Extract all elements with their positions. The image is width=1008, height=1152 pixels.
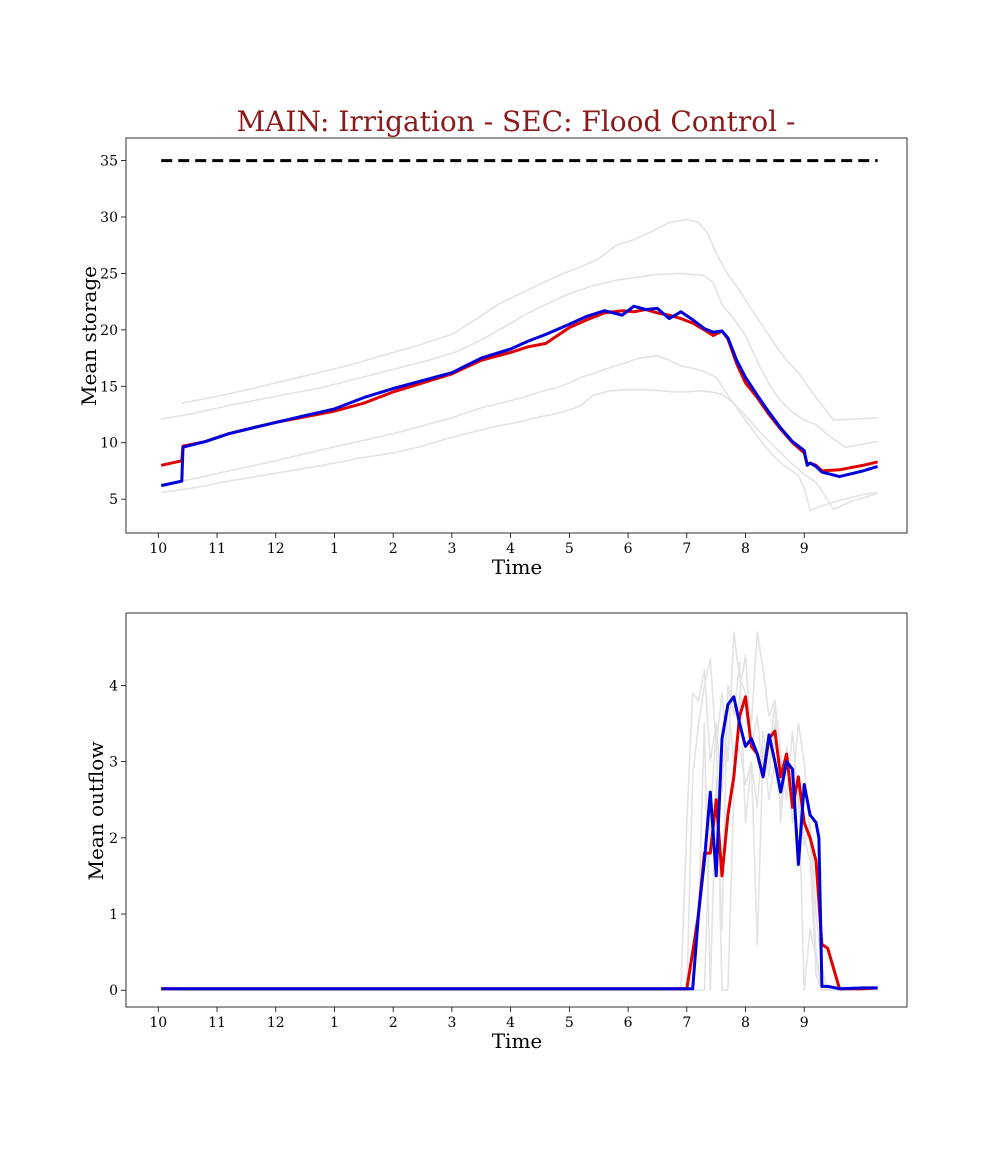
y-tick-label: 15 [100,379,118,395]
x-tick-label: 7 [682,1015,691,1031]
x-tick-label: 1 [330,1015,339,1031]
background-run-line [161,669,878,992]
x-tick-label: 4 [506,541,515,557]
x-tick-label: 2 [389,1015,398,1031]
background-run-line [161,272,878,449]
storage-panel: Mean storage Time 10 11 12 1 2 3 4 5 6 7 8 95101520… [77,137,908,579]
series-line-blue [160,304,879,488]
y-tick-label: 0 [109,983,118,999]
background-run-line [161,631,878,992]
x-tick-label: 6 [624,541,633,557]
x-tick-label: 11 [208,541,226,557]
background-run-line [181,218,878,421]
outflow-y-axis-label: Mean outflow [84,742,108,881]
plot-frame [125,137,908,534]
chart-title: MAIN: Irrigation - SEC: Flood Control - [237,105,796,138]
x-tick-label: 4 [506,1015,515,1031]
x-tick-label: 12 [267,1015,285,1031]
x-tick-label: 5 [565,541,574,557]
x-tick-label: 7 [682,541,691,557]
y-tick-label: 30 [100,210,118,226]
x-tick-label: 10 [149,1015,167,1031]
plot-frame [125,612,908,1008]
background-run-line [161,388,878,511]
x-tick-label: 8 [741,541,750,557]
y-tick-label: 20 [100,323,118,339]
y-tick-label: 35 [100,154,118,170]
storage-x-axis-label: Time [492,555,543,579]
y-tick-label: 25 [100,266,118,282]
x-tick-label: 9 [800,541,809,557]
y-tick-label: 1 [109,907,118,923]
x-tick-label: 1 [330,541,339,557]
y-tick-label: 2 [109,831,118,847]
x-tick-label: 11 [208,1015,226,1031]
background-run-line [161,354,878,512]
x-tick-label: 12 [267,541,285,557]
outflow-x-axis-label: Time [492,1029,543,1053]
series-line-blue [161,695,878,991]
x-tick-label: 8 [741,1015,750,1031]
x-tick-label: 10 [149,541,167,557]
y-tick-label: 10 [100,436,118,452]
x-tick-label: 3 [447,541,456,557]
x-tick-label: 6 [624,1015,633,1031]
x-tick-label: 5 [565,1015,574,1031]
background-run-line [161,654,878,992]
storage-y-axis-label: Mean storage [77,266,101,406]
y-tick-label: 3 [109,755,118,771]
x-tick-label: 3 [447,1015,456,1031]
y-tick-label: 5 [109,492,118,508]
y-tick-label: 4 [109,678,118,694]
background-run-line [161,661,878,992]
x-tick-label: 9 [800,1015,809,1031]
series-line-red [160,308,878,473]
x-tick-label: 2 [389,541,398,557]
